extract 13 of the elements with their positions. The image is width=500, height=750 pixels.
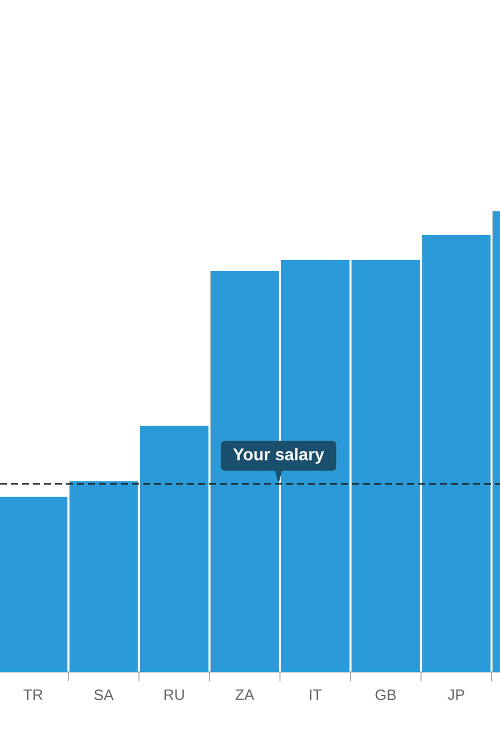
bar xyxy=(352,260,420,672)
x-tick-label: ZA xyxy=(236,690,254,700)
bar xyxy=(140,426,208,672)
bar xyxy=(69,481,138,672)
bar xyxy=(0,496,68,672)
x-tick-label: RU xyxy=(164,690,184,700)
x-tick-label: JP xyxy=(448,690,464,700)
x-tick-label: IT xyxy=(310,690,322,700)
x-tick-label: SA xyxy=(94,690,114,700)
x-tick-label: TR xyxy=(23,690,42,700)
ref-line-label: Your salary xyxy=(233,448,324,464)
bar xyxy=(422,235,490,672)
x-tick-label: GB xyxy=(376,690,396,700)
